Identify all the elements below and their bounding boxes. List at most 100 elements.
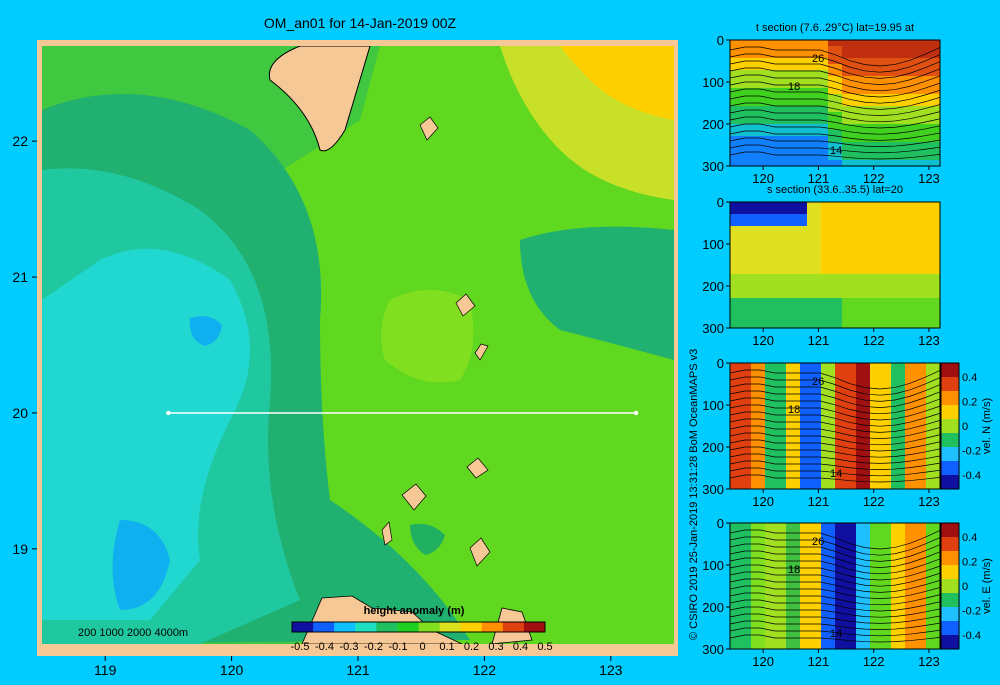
section-cell [842, 106, 850, 113]
section-cell [849, 316, 857, 323]
section-cell [856, 292, 864, 299]
section-cell [870, 70, 878, 77]
section-cell [800, 643, 808, 650]
section-cell [835, 298, 843, 305]
section-cell [905, 280, 913, 287]
section-cell [912, 58, 920, 65]
section-cell [793, 429, 801, 436]
section-cell [744, 88, 752, 95]
section-cell [821, 250, 829, 257]
map-x-tick-label: 121 [346, 662, 370, 678]
section-cell [800, 471, 808, 478]
section-cell [849, 268, 857, 275]
section-cell [863, 553, 871, 560]
section-cell [828, 465, 836, 472]
section-cell [730, 286, 738, 293]
section-cell [912, 565, 920, 572]
isotherm-contour [729, 543, 941, 562]
section-cell [751, 76, 759, 83]
section-cell [744, 160, 752, 167]
section-cell [779, 459, 787, 466]
section-cell [751, 268, 759, 275]
section-cell [898, 94, 906, 101]
section-cell [793, 202, 801, 209]
colorbar-segment [376, 622, 398, 632]
section-cell [856, 583, 864, 590]
section-cell [856, 483, 864, 490]
section-cell [898, 423, 906, 430]
section-cell [891, 268, 899, 275]
section-cell [863, 316, 871, 323]
section-cell [807, 112, 815, 119]
section-cell [933, 607, 941, 614]
section-cell [793, 58, 801, 65]
section-cell [751, 226, 759, 233]
section-cell [758, 322, 766, 329]
section-cell [786, 411, 794, 418]
section-cell [814, 130, 822, 137]
section-cell [919, 465, 927, 472]
section-cell [814, 160, 822, 167]
section-cell [877, 637, 885, 644]
section-cell [814, 435, 822, 442]
section-cell [730, 298, 738, 305]
section-cell [779, 589, 787, 596]
velocity-colorbar-segment [941, 551, 959, 566]
section-cell [793, 232, 801, 239]
section-cell [856, 322, 864, 329]
section-cell [814, 535, 822, 542]
section-cell [933, 643, 941, 650]
section-cell [842, 447, 850, 454]
section-cell [807, 453, 815, 460]
section-cell [744, 154, 752, 161]
section-cell [877, 244, 885, 251]
section-cell [905, 607, 913, 614]
section-cell [772, 613, 780, 620]
section-cell [863, 298, 871, 305]
velocity-colorbar-outline [940, 522, 960, 650]
section-cell [793, 88, 801, 95]
section-cell [842, 387, 850, 394]
section-cell [856, 643, 864, 650]
section-cell [821, 256, 829, 263]
section-cell [786, 160, 794, 167]
section-cell [737, 256, 745, 263]
section-cell [758, 160, 766, 167]
section-cell [779, 274, 787, 281]
section-cell [821, 529, 829, 536]
section-cell [772, 417, 780, 424]
section-cell [877, 292, 885, 299]
section-cell [884, 298, 892, 305]
section-cell [821, 226, 829, 233]
section-cell [814, 631, 822, 638]
section-cell [821, 220, 829, 227]
section-cell [891, 387, 899, 394]
section-cell [821, 595, 829, 602]
section-cell [730, 459, 738, 466]
section-cell [807, 381, 815, 388]
section-cell [877, 459, 885, 466]
section-cell [744, 559, 752, 566]
section-cell [835, 529, 843, 536]
section-cell [751, 64, 759, 71]
section-cell [849, 453, 857, 460]
section-cell [842, 250, 850, 257]
section-cell [828, 322, 836, 329]
section-cell [821, 298, 829, 305]
section-cell [807, 232, 815, 239]
section-cell [884, 399, 892, 406]
section-cell [891, 559, 899, 566]
section-cell [856, 142, 864, 149]
section-cell [807, 136, 815, 143]
section-cell [730, 619, 738, 626]
section-cell [772, 577, 780, 584]
section-cell [786, 202, 794, 209]
section-cell [828, 232, 836, 239]
section-cell [884, 411, 892, 418]
section-cell [758, 601, 766, 608]
section-cell [828, 148, 836, 155]
section-cell [758, 310, 766, 317]
section-cell [807, 553, 815, 560]
section-cell [933, 292, 941, 299]
section-cell [926, 286, 934, 293]
